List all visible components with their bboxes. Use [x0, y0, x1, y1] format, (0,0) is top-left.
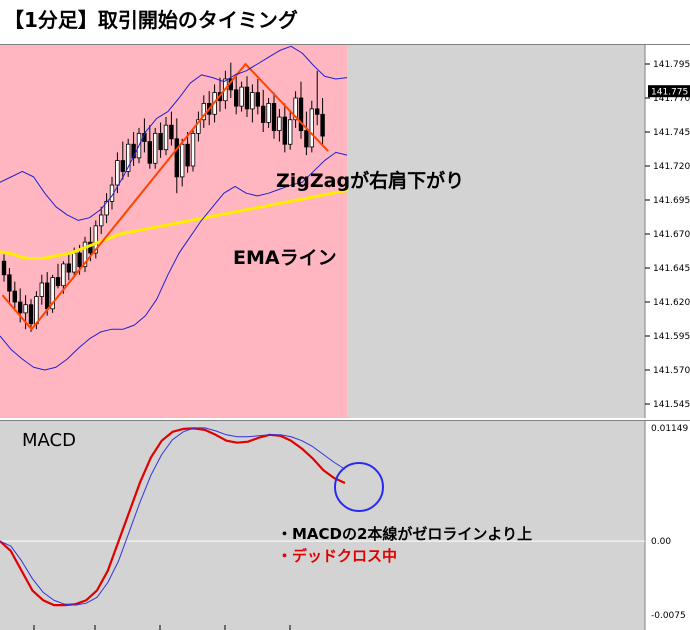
candle-body [104, 200, 109, 216]
price-tick-label: 141.795 [653, 60, 690, 70]
page-title: 【1分足】取引開始のタイミング [4, 8, 298, 32]
candle-body [250, 92, 255, 110]
candle-body [93, 225, 98, 254]
candle-body [293, 97, 298, 121]
bollinger-upper-band [0, 45, 348, 221]
price-highlight-region [0, 44, 347, 418]
candle-body [61, 263, 66, 287]
candle-body [17, 301, 23, 314]
price-tick-label: 141.770 [653, 94, 690, 104]
macd-tick-label: -0.0075 [651, 611, 686, 621]
candle-body [23, 304, 28, 314]
price-tick-label: 141.745 [653, 128, 690, 138]
note-dead-cross: ・デッドクロス中 [277, 547, 398, 565]
candle-body [190, 132, 196, 167]
candle-body [72, 252, 77, 273]
price-tick-label: 141.670 [653, 230, 690, 240]
candle-body [255, 92, 260, 107]
candle-body [1, 260, 7, 276]
price-tick-label: 141.645 [653, 264, 690, 274]
price-tick-label: 141.695 [653, 196, 690, 206]
candle-body [260, 105, 266, 123]
candle-body [282, 116, 287, 145]
candle-body [271, 103, 277, 132]
candle-body [39, 282, 44, 297]
current-price-badge [648, 85, 690, 98]
candle-body [77, 252, 82, 268]
candle-body [185, 143, 190, 167]
macd-tick-label: 0.01149 [651, 424, 688, 434]
candle-body [55, 277, 61, 287]
price-tick-label: 141.620 [653, 298, 690, 308]
candle-body [287, 119, 293, 145]
candle-body [174, 138, 179, 178]
candle-body [34, 296, 39, 325]
price-tick-label: 141.570 [653, 366, 690, 376]
candle-body [12, 290, 17, 303]
macd-chart: 0.01149 0.00 -0.0075 [0, 420, 690, 630]
candle-body [45, 282, 50, 310]
macd-signal-line [0, 427, 346, 606]
candle-body [50, 277, 55, 310]
candle-body [126, 143, 131, 172]
candle-body [158, 132, 163, 151]
candle-body [196, 119, 201, 134]
price-axis: 141.795 141.770 141.745 141.720 141.695 141.6… [645, 60, 690, 410]
price-tick-label: 141.720 [653, 162, 690, 172]
candle-body [66, 263, 71, 273]
ema-annotation: EMAライン [233, 247, 337, 269]
candle-body [233, 89, 239, 107]
candle-body [28, 304, 34, 325]
candle-body [82, 241, 88, 268]
candle-body [120, 160, 125, 172]
candle-body [163, 124, 169, 151]
macd-main-line [0, 427, 346, 607]
candle-body [244, 86, 250, 110]
macd-axis: 0.01149 0.00 -0.0075 [33, 424, 688, 630]
macd-plot-background [0, 420, 645, 630]
candle-body [314, 108, 320, 115]
candle-body [201, 103, 206, 121]
note-lines-above-zero: ・MACDの2本線がゼロラインより上 [277, 525, 533, 543]
price-tick-label: 141.545 [653, 400, 690, 410]
bollinger-lower-band [0, 151, 348, 371]
price-tick-label: 141.595 [653, 332, 690, 342]
price-chart: 141.795 141.770 141.745 141.720 141.695 141.6… [0, 44, 690, 418]
macd-tick-label: 0.00 [651, 537, 671, 547]
candle-body [266, 103, 271, 123]
ema-line [0, 189, 348, 260]
candle-body [169, 124, 174, 140]
zigzag-line [1, 63, 329, 331]
macd-lines [0, 427, 645, 607]
candle-body [152, 132, 158, 164]
candle-body [239, 86, 244, 107]
candle-body [309, 108, 314, 148]
candle-body [99, 214, 104, 227]
candle-body [298, 97, 304, 132]
macd-panel-title: MACD [22, 430, 76, 451]
candle-body [179, 143, 185, 178]
indicator-lines [0, 45, 348, 371]
zigzag-annotation: ZigZagが右肩下がり [276, 170, 465, 192]
candle-body [7, 274, 12, 292]
dead-cross-marker-circle [334, 462, 384, 512]
candle-body [115, 160, 120, 186]
current-price-label: 141.775 [651, 88, 688, 98]
candle-body [147, 141, 152, 164]
candle-body [131, 143, 136, 159]
candle-body [277, 116, 282, 132]
candle-body [304, 130, 309, 148]
candle-body [320, 113, 325, 137]
